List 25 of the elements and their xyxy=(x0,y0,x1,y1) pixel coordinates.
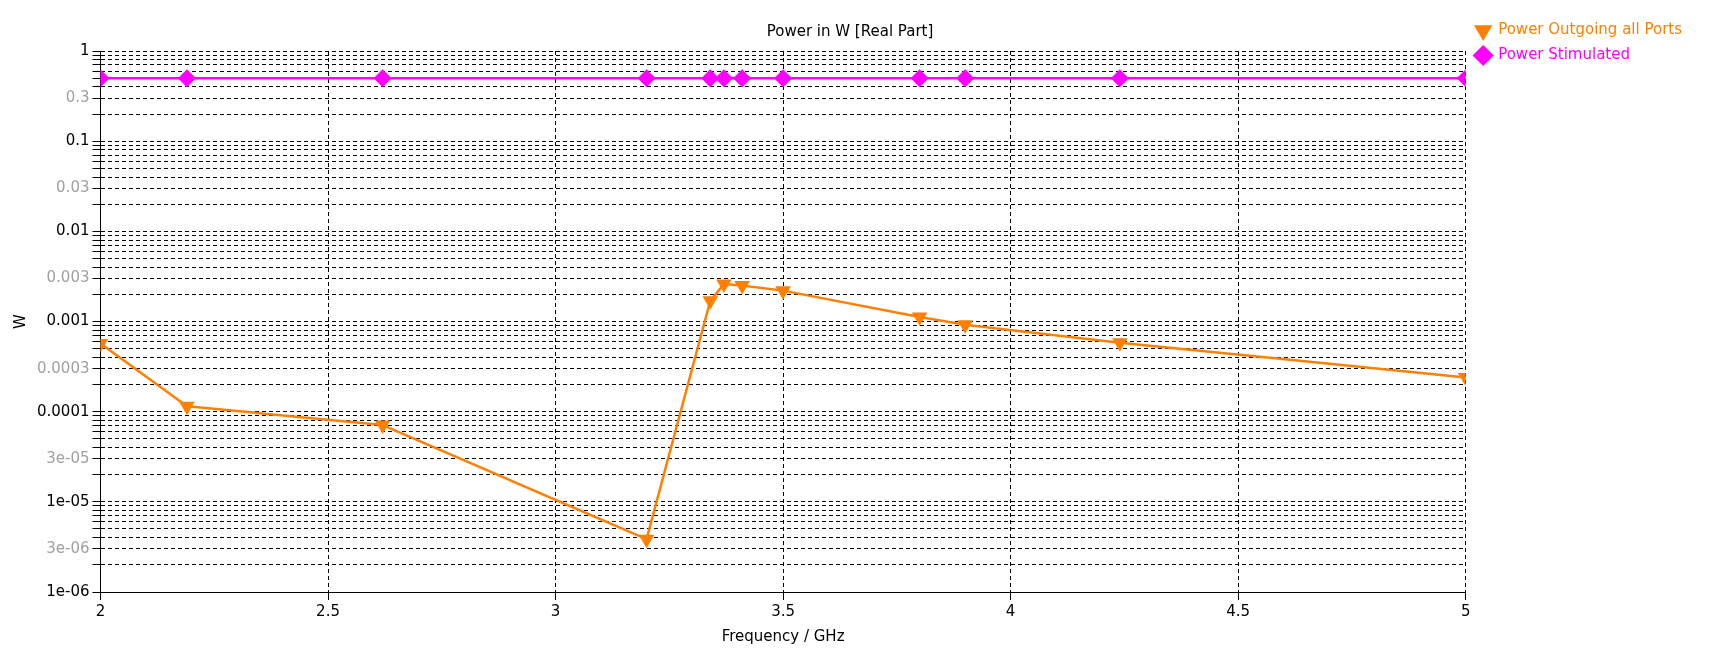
y-tick-label: 0.001 xyxy=(46,311,90,330)
legend-label: Power Stimulated xyxy=(1498,45,1630,64)
y-tick-label: 1e-06 xyxy=(46,581,90,600)
x-axis-title: Frequency / GHz xyxy=(721,626,845,645)
x-tick-label: 2 xyxy=(95,601,106,620)
x-tick-label: 4 xyxy=(1005,601,1016,620)
chart-title: Power in W [Real Part] xyxy=(766,21,934,40)
legend-label: Power Outgoing all Ports xyxy=(1498,20,1683,39)
y-tick-label: 0.0001 xyxy=(36,401,90,420)
y-tick-label: 0.003 xyxy=(46,268,90,287)
y-axis-title: W xyxy=(10,313,29,329)
y-tick-label: 3e-06 xyxy=(46,538,90,557)
y-tick-label: 1 xyxy=(79,40,90,59)
x-tick-label: 5 xyxy=(1460,601,1471,620)
y-tick-label: 3e-05 xyxy=(46,448,90,467)
y-tick-label: 1e-05 xyxy=(46,491,90,510)
y-tick-label: 0.3 xyxy=(65,88,90,107)
x-tick-label: 2.5 xyxy=(316,601,340,620)
x-tick-label: 4.5 xyxy=(1226,601,1251,620)
y-tick-label: 0.01 xyxy=(56,221,90,240)
y-tick-label: 0.03 xyxy=(56,178,90,197)
x-tick-label: 3 xyxy=(550,601,561,620)
y-tick-label: 0.0003 xyxy=(36,358,90,377)
y-tick-label: 0.1 xyxy=(65,131,90,150)
x-tick-label: 3.5 xyxy=(771,601,796,620)
